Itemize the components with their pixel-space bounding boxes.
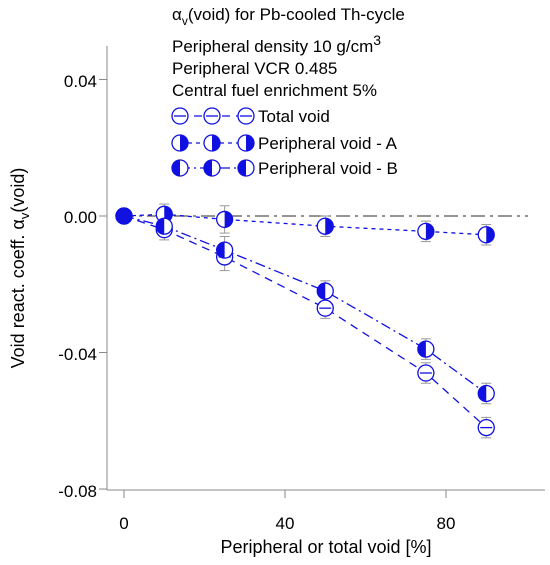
data-point-2-3 <box>316 282 334 300</box>
legend-marker-total-void-2 <box>203 107 221 125</box>
data-point-1-2 <box>215 210 234 229</box>
legend-marker-peripheral-void-b-1 <box>171 159 189 177</box>
data-point-1-5 <box>477 226 495 244</box>
legend-marker-peripheral-void-a-3 <box>237 134 255 152</box>
legend-marker-peripheral-void-b-3 <box>237 159 255 177</box>
data-point-0-5 <box>477 418 495 437</box>
data-point-1-4 <box>417 222 435 241</box>
series-line-0 <box>123 215 487 429</box>
x-tick-label-80: 80 <box>437 514 456 533</box>
data-point-1-3 <box>316 217 334 235</box>
y-tick-label-neg-0.08: -0.08 <box>58 482 97 501</box>
legend: Total void Peripheral void - A <box>171 107 398 178</box>
data-point-2-4 <box>417 340 435 358</box>
annotation-vcr: Peripheral VCR 0.485 <box>172 59 337 78</box>
legend-marker-peripheral-void-b-2 <box>203 159 221 177</box>
legend-marker-total-void-3 <box>237 107 255 125</box>
legend-label-peripheral-void-a: Peripheral void - A <box>258 134 398 153</box>
axis-ticks <box>99 78 447 498</box>
data-point-2-5 <box>477 384 495 403</box>
legend-label-total-void: Total void <box>258 107 330 126</box>
x-axis-label: Peripheral or total void [%] <box>220 537 431 557</box>
y-tick-label-neg-0.04: -0.04 <box>58 345 97 364</box>
data-point-0-3 <box>316 299 334 317</box>
legend-label-peripheral-void-b: Peripheral void - B <box>258 159 398 178</box>
data-point-2-1 <box>155 217 173 235</box>
legend-marker-peripheral-void-a-1 <box>171 134 189 152</box>
x-tick-label-0: 0 <box>119 514 128 533</box>
y-axis-label: Void react. coeff. αv(void) <box>8 168 32 369</box>
annotation-density: Peripheral density 10 g/cm3 <box>172 32 381 56</box>
legend-marker-total-void-1 <box>171 107 189 125</box>
data-point-2-2 <box>215 241 234 259</box>
chart-title: αv(void) for Pb-cooled Th-cycle <box>172 5 405 28</box>
y-tick-label-0.04: 0.04 <box>64 72 97 91</box>
x-tick-label-40: 40 <box>276 514 295 533</box>
plot-area <box>115 203 528 439</box>
legend-item-peripheral-void-a: Peripheral void - A <box>171 134 398 153</box>
y-tick-label-0.00: 0.00 <box>64 208 97 227</box>
legend-item-peripheral-void-b: Peripheral void - B <box>171 159 398 178</box>
data-point-0-4 <box>417 364 435 382</box>
data-point-2-0 <box>115 207 133 225</box>
legend-marker-peripheral-void-a-2 <box>203 134 221 152</box>
annotation-enrichment: Central fuel enrichment 5% <box>172 81 377 100</box>
legend-item-total-void: Total void <box>171 107 330 126</box>
